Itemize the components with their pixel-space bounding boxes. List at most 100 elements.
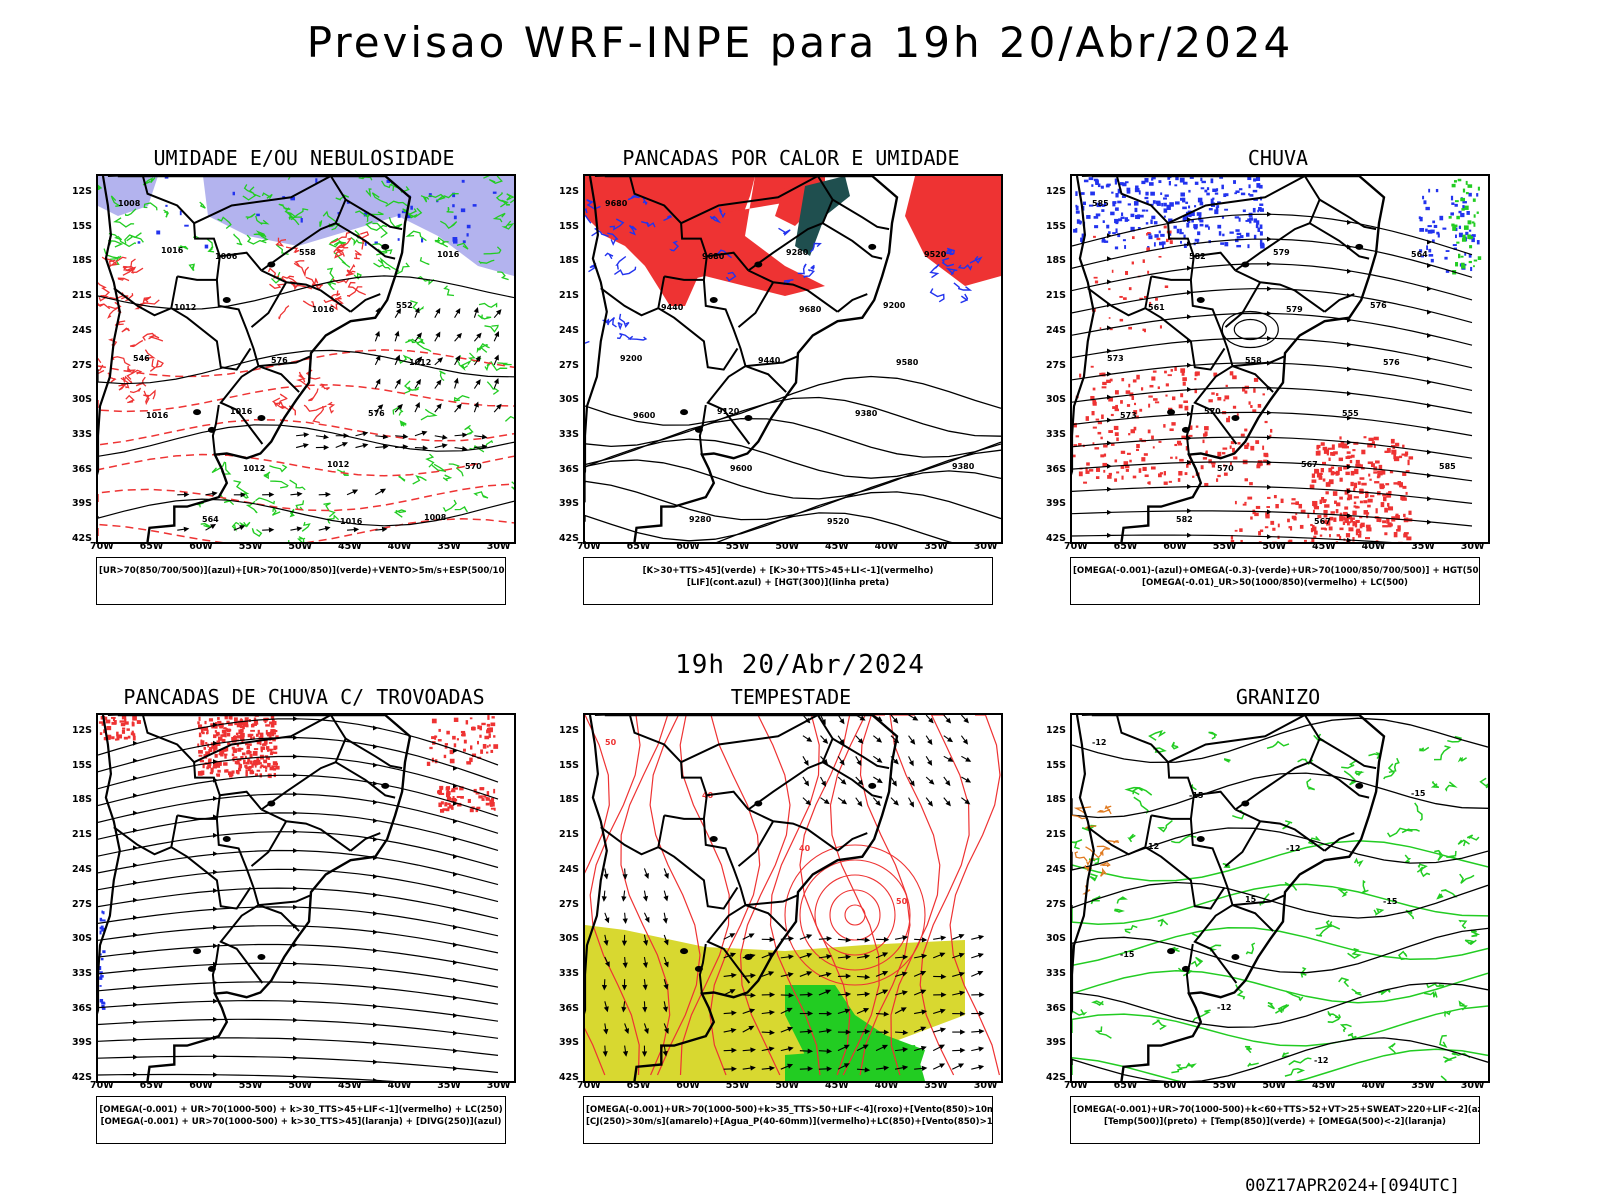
- forecast-map-2: 9680 9680 9680 9580 9600 9600 9520 9520 9440 9440…: [583, 174, 1003, 544]
- lat-label: 27S: [71, 359, 92, 371]
- svg-text:15: 15: [1245, 895, 1257, 904]
- lon-label: 35W: [924, 1080, 948, 1091]
- svg-text:1012: 1012: [327, 460, 349, 469]
- svg-text:558: 558: [1245, 356, 1262, 365]
- lat-label: 36S: [71, 1002, 92, 1014]
- lat-label: 33S: [71, 428, 92, 440]
- lat-label: 12S: [1045, 725, 1066, 736]
- forecast-map-1: 1008 1006 1016 1012 1016 1012 1016 1016 1012 576 5…: [96, 174, 516, 544]
- lat-label: 42S: [71, 1072, 92, 1083]
- lon-label: 50W: [1262, 1080, 1287, 1091]
- svg-text:1008: 1008: [424, 513, 447, 522]
- lat-label: 33S: [1045, 967, 1066, 979]
- lat-label: 18S: [71, 255, 92, 267]
- lon-label: 70W: [1064, 541, 1088, 552]
- legend-line: [OMEGA(-0.001) + UR>70(1000-500) + k>30_…: [99, 1105, 503, 1115]
- lat-label: 39S: [71, 1037, 92, 1049]
- svg-text:546: 546: [133, 354, 150, 363]
- lat-label: 39S: [1045, 498, 1066, 510]
- svg-text:576: 576: [368, 409, 385, 418]
- lon-label: 45W: [825, 541, 849, 552]
- legend-line: [OMEGA(-0.001) + UR>70(1000-500) + k>30_…: [100, 1117, 502, 1127]
- lon-label: 60W: [1163, 1080, 1187, 1091]
- lat-label: 39S: [558, 1037, 579, 1049]
- lat-label: 27S: [558, 898, 579, 910]
- svg-text:585: 585: [1092, 199, 1109, 208]
- svg-text:9520: 9520: [827, 517, 850, 526]
- lon-label: 45W: [338, 541, 362, 552]
- lat-label: 30S: [71, 394, 92, 406]
- lat-label: 42S: [1045, 533, 1066, 544]
- lon-label: 50W: [775, 1080, 800, 1091]
- lon-label: 70W: [90, 541, 114, 552]
- svg-text:567: 567: [1314, 517, 1331, 526]
- svg-text:558: 558: [299, 248, 316, 257]
- svg-text:1012: 1012: [409, 358, 431, 367]
- forecast-map-4: [96, 713, 516, 1083]
- lat-label: 21S: [1045, 829, 1066, 841]
- legend-line: [OMEGA(-0.001)+UR>70(1000-500)+k<60+TTS>…: [1073, 1105, 1480, 1115]
- svg-text:564: 564: [1411, 250, 1428, 259]
- panel-legend-4: [OMEGA(-0.001) + UR>70(1000-500) + k>30_…: [96, 1096, 506, 1144]
- svg-text:-12: -12: [1314, 1056, 1328, 1065]
- svg-text:585: 585: [1439, 462, 1456, 471]
- lat-label: 33S: [71, 967, 92, 979]
- svg-text:-15: -15: [1120, 950, 1135, 959]
- lon-label: 70W: [577, 1080, 601, 1091]
- lat-label: 39S: [1045, 1037, 1066, 1049]
- lat-label: 15S: [71, 759, 92, 771]
- panel-title-3: CHUVA: [1247, 146, 1309, 170]
- legend-line: [OMEGA(-0.001)-(azul)+OMEGA(-0.3)-(verde…: [1073, 566, 1480, 576]
- svg-text:552: 552: [396, 301, 413, 310]
- lat-label: 21S: [558, 290, 579, 302]
- lon-label: 60W: [189, 541, 213, 552]
- svg-text:582: 582: [1176, 515, 1193, 524]
- svg-text:573: 573: [1120, 411, 1137, 420]
- svg-text:9380: 9380: [952, 462, 975, 471]
- panel-legend-6: [OMEGA(-0.001)+UR>70(1000-500)+k<60+TTS>…: [1070, 1096, 1480, 1144]
- panel-title-4: PANCADAS DE CHUVA C/ TROVOADAS: [123, 685, 485, 709]
- lat-label: 39S: [71, 498, 92, 510]
- svg-text:1006: 1006: [215, 252, 238, 261]
- lat-label: 36S: [558, 1002, 579, 1014]
- lon-label: 65W: [139, 541, 164, 552]
- lon-label: 45W: [1312, 1080, 1336, 1091]
- lon-label: 40W: [874, 541, 899, 552]
- svg-text:9680: 9680: [605, 199, 628, 208]
- svg-text:40: 40: [799, 844, 811, 853]
- svg-text:564: 564: [202, 515, 219, 524]
- lon-label: 50W: [1262, 541, 1287, 552]
- lon-label: 40W: [387, 541, 412, 552]
- lat-label: 36S: [71, 463, 92, 475]
- svg-text:9200: 9200: [620, 354, 643, 363]
- lat-label: 15S: [71, 220, 92, 232]
- lon-label: 50W: [288, 1080, 313, 1091]
- lat-label: 24S: [558, 324, 579, 336]
- lon-label: 45W: [1312, 541, 1336, 552]
- lon-label: 40W: [874, 1080, 899, 1091]
- panel-legend-1: [UR>70(850/700/500)](azul)+[UR>70(1000/8…: [96, 557, 506, 605]
- lon-label: 30W: [486, 1080, 511, 1091]
- lat-label: 27S: [1045, 359, 1066, 371]
- lon-label: 40W: [387, 1080, 412, 1091]
- lat-label: 42S: [71, 533, 92, 544]
- lat-label: 36S: [1045, 463, 1066, 475]
- svg-text:9280: 9280: [786, 248, 809, 257]
- lat-label: 36S: [558, 463, 579, 475]
- lon-label: 65W: [626, 541, 651, 552]
- lat-label: 12S: [1045, 186, 1066, 197]
- legend-line: [UR>70(850/700/500)](azul)+[UR>70(1000/8…: [99, 566, 506, 576]
- svg-text:1016: 1016: [312, 305, 335, 314]
- panel-title-2: PANCADAS POR CALOR E UMIDADE: [622, 146, 960, 170]
- lat-label: 15S: [1045, 759, 1066, 771]
- panel-legend-3: [OMEGA(-0.001)-(azul)+OMEGA(-0.3)-(verde…: [1070, 557, 1480, 605]
- lon-label: 35W: [1411, 1080, 1435, 1091]
- lat-label: 18S: [1045, 255, 1066, 267]
- map-canvas-2: 9680 9680 9680 9580 9600 9600 9520 9520 9440 9440…: [585, 176, 1001, 542]
- panel-title-1: UMIDADE E/OU NEBULOSIDADE: [153, 146, 455, 170]
- lat-label: 18S: [558, 255, 579, 267]
- lon-label: 30W: [1460, 1080, 1485, 1091]
- map-canvas-1: 1008 1006 1016 1012 1016 1012 1016 1016 1012 576 5…: [98, 176, 514, 542]
